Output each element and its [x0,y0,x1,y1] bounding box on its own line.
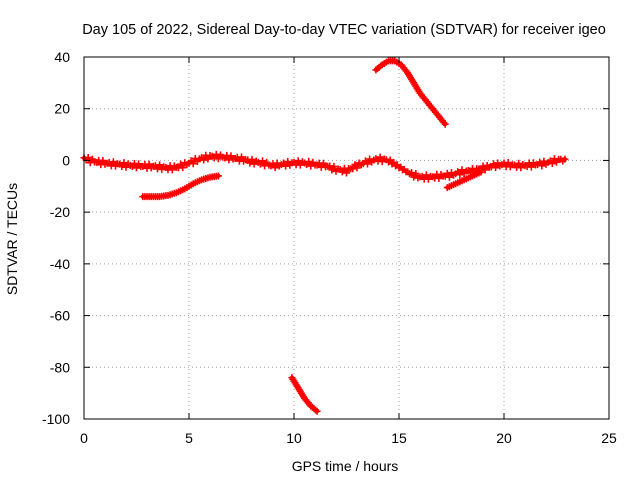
data-point-marker [246,159,254,167]
data-point-marker [435,174,443,182]
y-tick-label: 20 [54,101,70,117]
data-point-marker [248,155,256,163]
data-point-marker [133,164,140,172]
data-point-marker [294,157,302,165]
data-point-marker [538,162,546,170]
data-point-marker [349,165,357,173]
x-axis-label: GPS time / hours [292,458,399,474]
x-tick-label: 25 [601,430,617,446]
data-point-marker [307,162,315,170]
data-point-marker [343,169,350,177]
data-point-marker [204,155,212,163]
data-point-marker [177,160,185,168]
data-point-marker [84,153,92,161]
data-point-marker [515,159,523,167]
data-point-marker [441,120,449,128]
data-point-marker [477,168,485,176]
data-point-marker [561,155,569,163]
grid-lines [84,57,609,419]
series-recovery-branch [443,168,485,192]
data-point-marker [120,159,128,167]
data-point-marker [353,164,361,172]
data-point-marker [376,153,384,161]
data-point-marker [145,160,153,168]
data-point-marker [456,171,464,179]
data-point-marker [168,166,176,174]
data-point-marker [259,157,266,165]
series-upper-arc [372,57,449,128]
data-point-marker [458,166,466,174]
data-point-marker [490,160,497,168]
data-point-marker [504,159,512,167]
data-point-marker [238,153,245,161]
series-lower-arc [139,172,222,201]
data-point-marker [282,162,290,170]
data-point-marker [284,157,292,165]
data-point-marker [189,160,197,168]
data-point-marker [481,166,489,174]
data-point-marker [328,166,336,174]
data-point-marker [214,155,222,163]
data-point-marker [214,172,222,180]
data-point-marker [200,156,208,164]
plot-frame [83,56,610,420]
data-series [80,57,569,415]
x-tick-label: 5 [185,430,193,446]
data-point-marker [109,158,117,166]
data-point-marker [548,160,556,168]
y-tick-label: -100 [42,411,70,427]
data-point-marker [408,169,416,177]
data-point-marker [492,164,500,172]
data-point-marker [99,157,107,165]
chart-title: Day 105 of 2022, Sidereal Day-to-day VTE… [82,22,606,38]
x-tick-label: 0 [80,430,88,446]
y-tick-label: 40 [54,49,70,65]
y-tick-label: -40 [50,256,70,272]
data-point-marker [271,164,279,172]
y-tick-label: -20 [50,204,70,220]
data-point-marker [422,171,430,179]
x-tick-label: 20 [496,430,512,446]
data-point-marker [305,157,313,165]
data-point-marker [536,158,544,166]
axis-ticks: -100 -80 -60 -40 -20 0 20 40 0 5 10 15 20 25 [42,49,617,446]
x-tick-label: 10 [286,430,302,446]
data-point-marker [156,161,164,169]
series-main-band [80,150,569,183]
y-tick-label: -60 [50,308,70,324]
y-tick-label: -80 [50,359,70,375]
data-point-marker [330,162,338,170]
data-point-marker [410,173,418,181]
data-point-marker [179,164,187,172]
x-tick-label: 15 [391,430,407,446]
data-point-marker [527,163,535,171]
data-point-marker [364,160,371,168]
y-axis-label: SDTVAR / TECUs [4,183,20,295]
data-point-marker [319,159,327,167]
data-point-marker [313,407,321,415]
y-tick-label: 0 [62,152,70,168]
data-point-marker [338,168,346,176]
series-deep-dip [288,374,321,415]
data-point-marker [445,173,453,181]
data-point-marker [412,169,420,177]
